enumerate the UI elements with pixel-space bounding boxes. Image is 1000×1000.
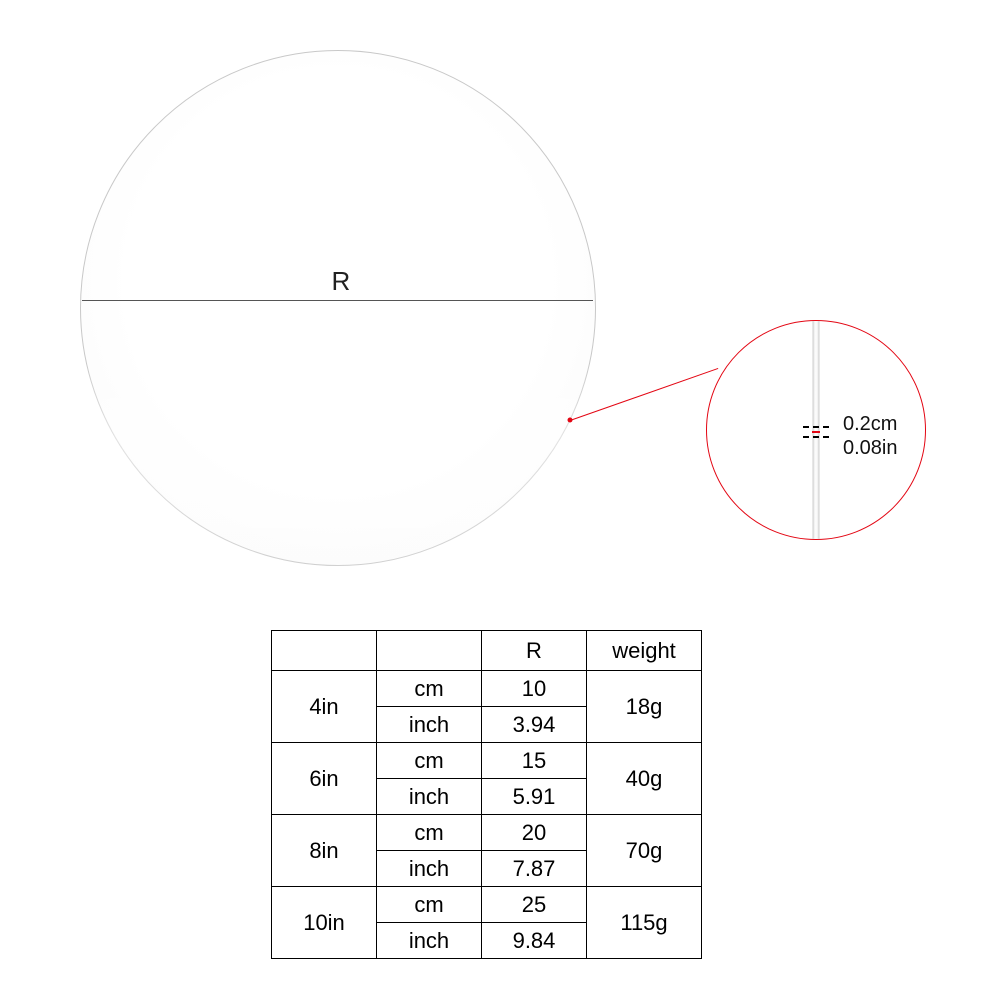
spec-value-cm: 15	[482, 743, 587, 779]
spec-weight-cell: 70g	[587, 815, 702, 887]
spec-size-cell: 8in	[272, 815, 377, 887]
material-edge-strip	[813, 321, 820, 539]
spec-weight-cell: 115g	[587, 887, 702, 959]
spec-size-cell: 4in	[272, 671, 377, 743]
product-disc	[80, 50, 596, 566]
spec-value-inch: 7.87	[482, 851, 587, 887]
spec-value-inch: 9.84	[482, 923, 587, 959]
spec-unit-cm: cm	[377, 671, 482, 707]
size-spec-table: R weight 4incm1018ginch3.946incm1540ginc…	[271, 630, 702, 959]
spec-size-cell: 6in	[272, 743, 377, 815]
spec-col-blank1	[272, 631, 377, 671]
spec-value-inch: 5.91	[482, 779, 587, 815]
diameter-label: R	[326, 266, 357, 297]
thickness-value-in: 0.08in	[843, 437, 898, 459]
spec-unit-cm: cm	[377, 815, 482, 851]
spec-unit-inch: inch	[377, 923, 482, 959]
spec-value-cm: 10	[482, 671, 587, 707]
callout-leader-line	[570, 368, 718, 421]
stage: R 0.2cm 0.08in R weight 4incm1018ginch3.…	[0, 0, 1000, 1000]
thickness-label: 0.2cm 0.08in	[843, 412, 898, 460]
spec-value-inch: 3.94	[482, 707, 587, 743]
spec-col-weight: weight	[587, 631, 702, 671]
thickness-value-cm: 0.2cm	[843, 413, 897, 435]
spec-table-body: 4incm1018ginch3.946incm1540ginch5.918inc…	[272, 671, 702, 959]
thickness-dash-bot	[803, 436, 829, 438]
spec-table-head: R weight	[272, 631, 702, 671]
spec-unit-inch: inch	[377, 779, 482, 815]
thickness-bar	[812, 431, 820, 433]
spec-unit-cm: cm	[377, 887, 482, 923]
spec-value-cm: 20	[482, 815, 587, 851]
thickness-dash-top	[803, 426, 829, 428]
spec-weight-cell: 40g	[587, 743, 702, 815]
spec-weight-cell: 18g	[587, 671, 702, 743]
spec-unit-cm: cm	[377, 743, 482, 779]
spec-col-blank2	[377, 631, 482, 671]
spec-unit-inch: inch	[377, 851, 482, 887]
spec-col-r: R	[482, 631, 587, 671]
spec-value-cm: 25	[482, 887, 587, 923]
spec-unit-inch: inch	[377, 707, 482, 743]
spec-size-cell: 10in	[272, 887, 377, 959]
diameter-line	[82, 300, 593, 301]
